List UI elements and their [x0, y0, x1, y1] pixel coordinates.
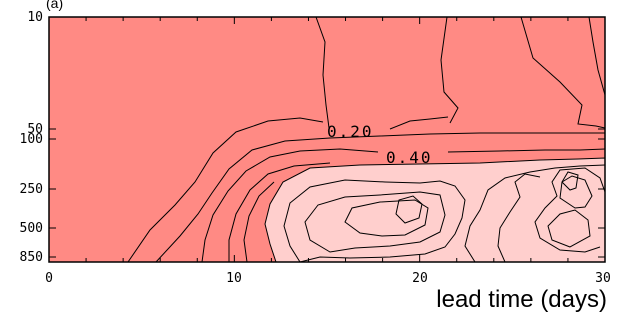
contour-line — [228, 162, 331, 262]
contour-line — [389, 116, 449, 130]
contour-line — [588, 17, 605, 96]
x-tick-label: 10 — [226, 271, 242, 286]
contour-line — [155, 132, 605, 262]
y-tick-label: 10 — [27, 10, 43, 25]
contour-line — [201, 148, 379, 262]
contour-line — [497, 173, 541, 262]
contour-line — [534, 167, 605, 253]
contour-line — [395, 195, 423, 224]
contour-line — [464, 164, 605, 262]
contour-field — [127, 17, 605, 262]
contour-line — [344, 199, 429, 237]
contour-line — [243, 181, 275, 262]
x-axis-title: lead time (days) — [436, 286, 607, 313]
y-tick-label: 50 — [27, 122, 43, 137]
contour-line — [520, 17, 605, 129]
y-tick-label: 500 — [20, 221, 43, 236]
x-axis-ticks — [48, 17, 606, 262]
x-tick-label: 0 — [45, 271, 53, 286]
y-axis-ticks — [49, 16, 605, 258]
contour-line — [559, 175, 593, 209]
contour-line — [127, 117, 324, 262]
contour-line — [447, 148, 605, 153]
x-tick-label: 20 — [412, 271, 428, 286]
contour-line — [440, 17, 459, 124]
x-tick-label: 30 — [595, 271, 611, 286]
y-tick-label: 250 — [20, 182, 43, 197]
contour-line — [304, 191, 446, 253]
y-tick-label: 850 — [20, 250, 43, 265]
contour-line — [547, 209, 591, 248]
light-fill-region — [264, 157, 605, 262]
contour-label: 0.20 — [327, 122, 374, 141]
y-tick-label: 100 — [20, 132, 43, 147]
contour-line — [315, 17, 330, 129]
contour-label: 0.40 — [386, 148, 433, 167]
contour-line — [283, 179, 466, 262]
panel-label-fragment: (a) — [46, 0, 63, 11]
contour-line — [561, 171, 579, 191]
